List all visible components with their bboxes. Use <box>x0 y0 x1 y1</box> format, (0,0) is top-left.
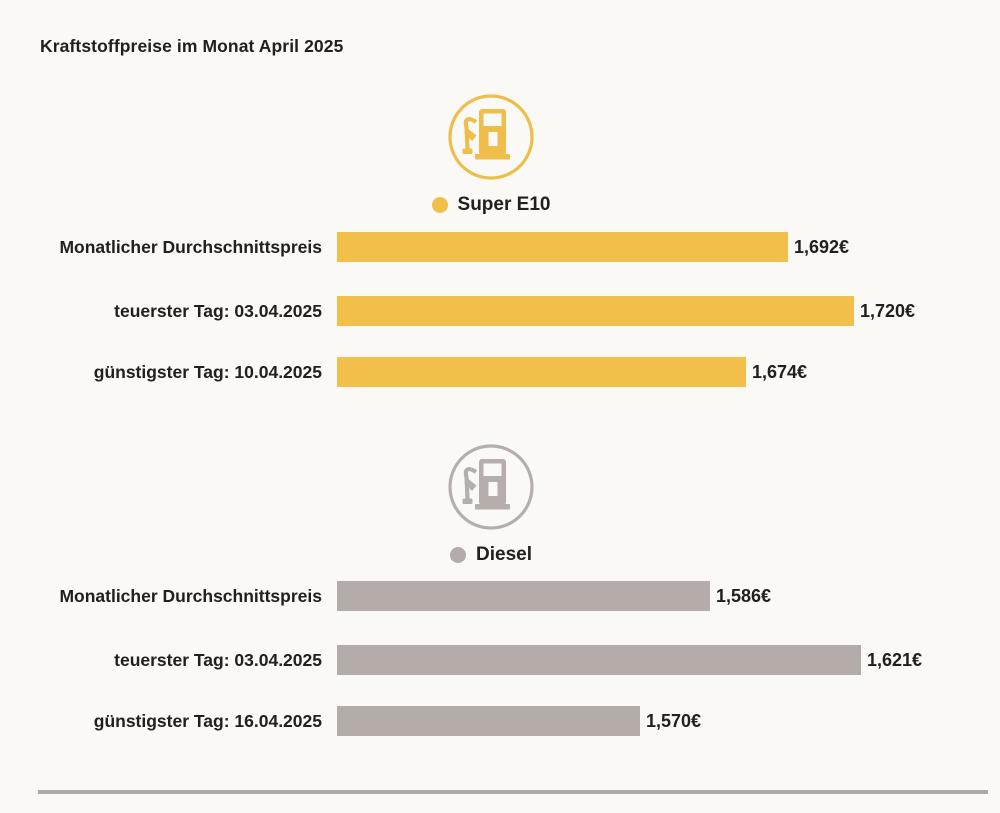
bar-label: teuerster Tag: 03.04.2025 <box>114 649 322 670</box>
bar-value: 1,621€ <box>867 649 923 670</box>
bar-value: 1,692€ <box>794 236 850 257</box>
bar <box>337 645 861 675</box>
bar-label: Monatlicher Durchschnittspreis <box>59 585 322 606</box>
legend-label: Diesel <box>476 544 532 565</box>
bar-row: Monatlicher Durchschnittspreis 1,692€ <box>0 232 849 262</box>
bar <box>337 357 746 387</box>
legend-dot <box>431 197 448 213</box>
fuel-pump-icon <box>446 442 536 532</box>
bar-value: 1,674€ <box>752 361 808 382</box>
bar-label: günstigster Tag: 16.04.2025 <box>93 710 322 731</box>
bar-row: günstigster Tag: 10.04.2025 1,674€ <box>0 357 807 387</box>
bar-label: teuerster Tag: 03.04.2025 <box>114 300 322 321</box>
legend-dot <box>450 547 466 563</box>
super-e10-legend: Super E10 <box>431 194 551 216</box>
super-e10-header: Super E10 <box>0 92 1000 216</box>
bar-value: 1,570€ <box>646 710 702 731</box>
bar-row: teuerster Tag: 03.04.2025 1,621€ <box>0 645 922 675</box>
bar-row: teuerster Tag: 03.04.2025 1,720€ <box>0 296 915 326</box>
bar-label: Monatlicher Durchschnittspreis <box>59 236 322 257</box>
bar <box>337 581 710 611</box>
bar-label: günstigster Tag: 10.04.2025 <box>93 361 322 382</box>
bar-value: 1,586€ <box>716 585 772 606</box>
bar-row: günstigster Tag: 16.04.2025 1,570€ <box>0 706 701 736</box>
bar <box>337 706 640 736</box>
legend-label: Super E10 <box>457 194 551 215</box>
fuel-pump-icon <box>446 92 536 182</box>
bar-row: Monatlicher Durchschnittspreis 1,586€ <box>0 581 771 611</box>
bottom-divider <box>38 790 988 794</box>
bar <box>337 232 788 262</box>
diesel-legend: Diesel <box>450 544 532 566</box>
bar-value: 1,720€ <box>860 300 916 321</box>
diesel-header: Diesel <box>0 442 1000 566</box>
chart-title: Kraftstoffpreise im Monat April 2025 <box>40 36 344 56</box>
bar <box>337 296 854 326</box>
